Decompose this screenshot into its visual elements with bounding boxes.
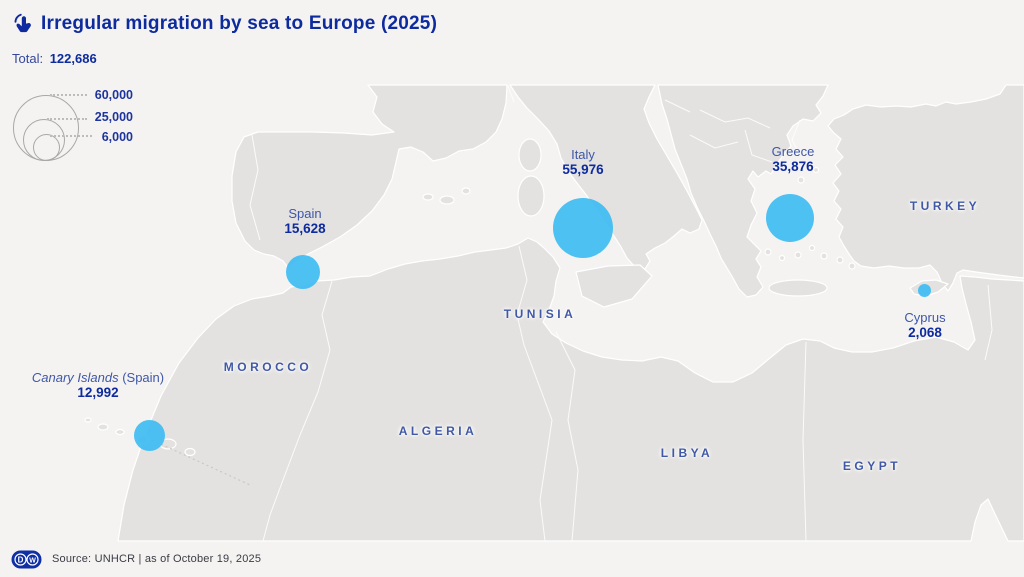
map-label-morocco: MOROCCO [223,360,313,374]
legend-leader-line [47,118,87,120]
map-label-algeria: ALGERIA [398,424,478,438]
land-turkey [827,84,1024,292]
island-crete [768,279,828,297]
page-title: Irregular migration by sea to Europe (20… [41,12,438,34]
map-label-egypt: EGYPT [842,459,902,473]
legend-label-25000: 25,000 [94,110,133,124]
land-iberia-france [231,84,508,270]
map-label-tunisia: TUNISIA [503,307,577,321]
bubble-canary-islands[interactable] [134,420,165,451]
tap-hand-icon [14,13,31,33]
legend-label-60000: 60,000 [94,88,133,102]
bubble-italy[interactable] [553,198,613,258]
marker-label-greece: Greece 35,876 [771,144,815,174]
map-label-turkey: TURKEY [909,199,981,213]
legend-leader-line [50,94,87,96]
footer: D W Source: UNHCR | as of October 19, 20… [0,541,1024,577]
source-text: Source: UNHCR | as of October 19, 2025 [52,553,262,565]
bubble-cyprus[interactable] [918,284,931,297]
header: Irregular migration by sea to Europe (20… [12,12,437,35]
legend-leader-line [50,135,92,137]
land-balkans-greece [657,84,829,298]
bubble-greece[interactable] [766,194,814,242]
marker-label-italy: Italy 55,976 [562,147,604,177]
total-value: 122,686 [49,51,97,66]
island-corsica [518,138,542,172]
marker-label-cyprus: Cyprus 2,068 [904,310,946,340]
dw-logo: D W [11,550,42,568]
island-sardinia [517,175,545,217]
legend-circle-small [33,134,60,161]
marker-label-spain: Spain 15,628 [284,206,326,236]
svg-text:W: W [29,557,36,564]
land-italy [509,84,703,270]
map-label-libya: LIBYA [660,446,714,460]
land-north-africa [117,237,1024,542]
marker-label-canary-islands: Canary Islands (Spain) 12,992 [31,370,165,400]
island-sicily [575,264,653,308]
total-label: Total: [12,51,44,66]
legend-label-6000: 6,000 [101,130,133,144]
bubble-spain[interactable] [286,255,320,289]
total-line: Total: 122,686 [12,51,97,66]
svg-text:D: D [18,555,24,564]
